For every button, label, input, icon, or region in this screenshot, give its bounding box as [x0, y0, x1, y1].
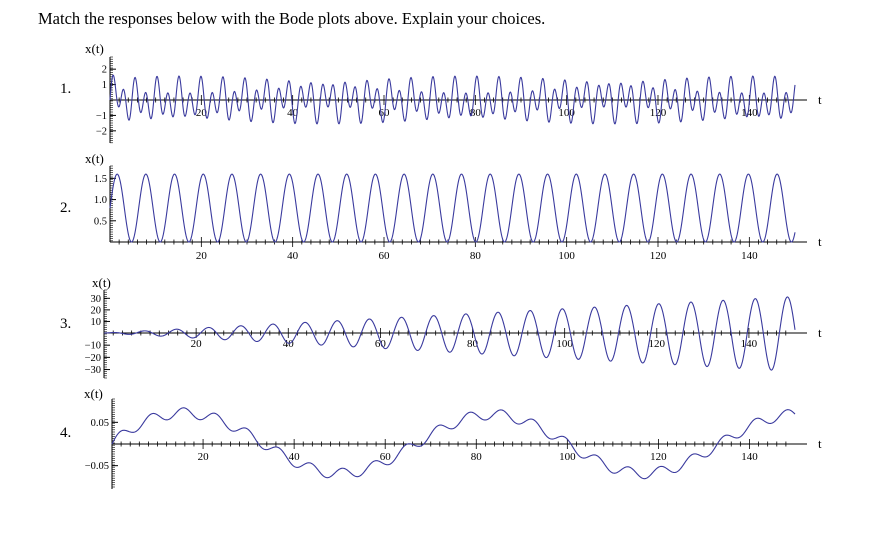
plot-number-3: 3. [60, 316, 71, 332]
series-line-3 [104, 296, 796, 371]
y-tick-label: 1.5 [94, 174, 107, 185]
x-tick-label: 140 [741, 107, 758, 119]
x-tick-label: 20 [198, 451, 210, 463]
y-tick-label: 30 [91, 294, 102, 305]
y-axis-label-1: x(t) [85, 41, 104, 56]
x-tick-label: 20 [191, 338, 203, 350]
plot-number-1: 1. [60, 81, 71, 97]
chart-panel-2: 2. x(t) t 20 40 60 80 100 120 140 1.5 1.0 0.5 [60, 151, 822, 262]
x-axis-label-3: t [818, 325, 822, 340]
x-tick-label: 60 [375, 338, 387, 350]
x-tick-label: 140 [741, 451, 758, 463]
x-tick-label: 80 [467, 338, 479, 350]
x-tick-label: 100 [556, 338, 573, 350]
x-tick-label: 60 [380, 451, 392, 463]
y-axis-label-2: x(t) [85, 151, 104, 166]
x-tick-label: 120 [650, 107, 667, 119]
x-tick-label: 120 [650, 451, 667, 463]
y-axis-label-3: x(t) [92, 275, 111, 290]
x-tick-label: 80 [470, 250, 482, 262]
x-tick-label: 120 [650, 250, 667, 262]
y-tick-label: 0.5 [94, 216, 107, 227]
y-tick-label: 1.0 [94, 195, 107, 206]
y-tick-label: −0.05 [85, 461, 109, 472]
x-tick-label: 40 [289, 451, 301, 463]
x-tick-label: 60 [379, 250, 391, 262]
x-tick-label: 100 [558, 107, 575, 119]
series-line-1 [109, 74, 796, 125]
y-tick-label: −10 [85, 341, 101, 352]
y-tick-label: −20 [85, 353, 101, 364]
y-tick-label: −30 [85, 365, 101, 376]
x-axis-label-2: t [818, 234, 822, 249]
x-tick-label: 20 [196, 107, 208, 119]
y-tick-label: −1 [96, 111, 107, 122]
x-tick-label: 40 [287, 250, 299, 262]
question-prompt: Match the responses below with the Bode … [38, 9, 546, 28]
plot-number-2: 2. [60, 200, 71, 216]
x-tick-label: 40 [283, 338, 295, 350]
x-tick-label: 120 [649, 338, 666, 350]
y-tick-label: 0.05 [91, 418, 109, 429]
y-axis-label-4: x(t) [84, 386, 103, 401]
x-tick-label: 80 [471, 451, 483, 463]
y-tick-label: 10 [91, 317, 102, 328]
x-tick-label: 140 [741, 250, 758, 262]
x-tick-label: 80 [470, 107, 482, 119]
x-tick-label: 100 [559, 451, 576, 463]
y-tick-label: 2 [102, 65, 107, 76]
x-tick-label: 140 [741, 338, 758, 350]
x-tick-label: 100 [558, 250, 575, 262]
x-axis-label-1: t [818, 92, 822, 107]
chart-panel-4: 4. x(t) t 20 40 60 80 100 120 140 0.05 −0.05 [60, 386, 822, 489]
x-axis-label-4: t [818, 436, 822, 451]
y-tick-label: 1 [102, 80, 107, 91]
plot-number-4: 4. [60, 425, 71, 441]
y-tick-label: 20 [91, 305, 102, 316]
series-line-4 [111, 407, 796, 480]
series-line-2 [109, 173, 796, 243]
x-tick-label: 20 [196, 250, 208, 262]
y-tick-label: −2 [96, 126, 107, 137]
